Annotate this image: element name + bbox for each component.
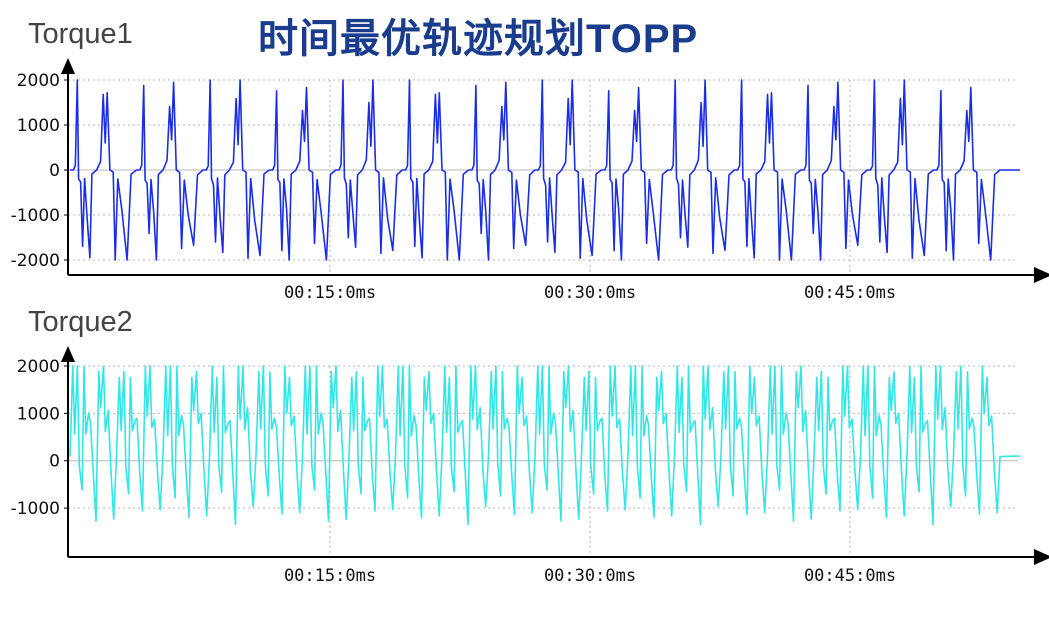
x-tick-label: 00:15:0ms — [284, 283, 376, 303]
chart-title: 时间最优轨迹规划TOPP — [258, 17, 699, 61]
y-tick-label: 1000 — [17, 404, 60, 424]
y-axis-arrow — [61, 58, 75, 74]
y-tick-label: -1000 — [11, 499, 60, 519]
x-tick-label: 00:30:0ms — [544, 566, 636, 586]
x-axis-arrow — [1034, 549, 1049, 565]
torque2-label: Torque2 — [28, 306, 133, 338]
series-line — [70, 79, 1020, 261]
y-tick-label: 0 — [49, 452, 60, 472]
x-tick-label: 00:30:0ms — [544, 283, 636, 303]
y-tick-label: 2000 — [17, 71, 60, 91]
y-tick-label: 1000 — [17, 116, 60, 136]
x-tick-label: 00:15:0ms — [284, 566, 376, 586]
x-tick-label: 00:45:0ms — [804, 283, 896, 303]
y-tick-label: -1000 — [11, 206, 60, 226]
y-tick-label: -2000 — [11, 251, 60, 271]
x-tick-label: 00:45:0ms — [804, 566, 896, 586]
y-tick-label: 2000 — [17, 357, 60, 377]
y-tick-label: 0 — [49, 161, 60, 181]
series-line — [69, 365, 1021, 526]
x-axis-arrow — [1034, 267, 1049, 283]
torque1-label: Torque1 — [28, 18, 133, 50]
y-axis-arrow — [61, 346, 75, 362]
